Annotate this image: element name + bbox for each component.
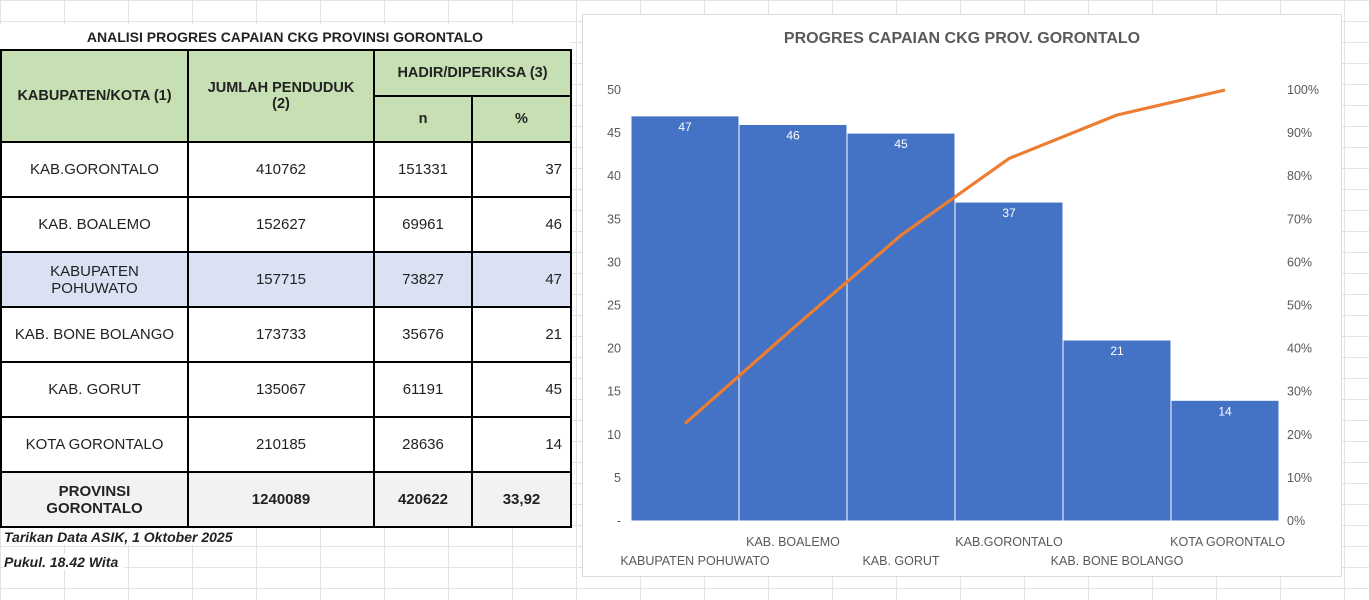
x-tick-label: KOTA GORONTALO bbox=[1170, 535, 1285, 549]
cell-n: 61191 bbox=[373, 361, 473, 418]
y2-tick-label: 40% bbox=[1287, 342, 1312, 356]
data-source-note: Tarikan Data ASIK, 1 Oktober 2025 bbox=[4, 529, 239, 545]
bar bbox=[846, 132, 956, 522]
bar-data-label: 47 bbox=[678, 120, 692, 134]
y2-tick-label: 0% bbox=[1287, 514, 1305, 528]
table-title: ANALISI PROGRES CAPAIAN CKG PROVINSI GOR… bbox=[0, 24, 570, 50]
pareto-chart: PROGRES CAPAIAN CKG PROV. GORONTALO 47 46… bbox=[582, 14, 1342, 577]
cell-population: 135067 bbox=[187, 361, 375, 418]
chart-svg: PROGRES CAPAIAN CKG PROV. GORONTALO 47 46… bbox=[607, 30, 1319, 568]
cell-n: 69961 bbox=[373, 196, 473, 253]
cell-pct: 46 bbox=[471, 196, 572, 253]
bar bbox=[954, 201, 1064, 522]
cell-population: 152627 bbox=[187, 196, 375, 253]
total-name: PROVINSI GORONTALO bbox=[0, 471, 189, 528]
y-tick-label: 45 bbox=[607, 126, 621, 140]
y-tick-label: 35 bbox=[607, 212, 621, 226]
y-tick-label: 5 bbox=[614, 471, 621, 485]
y-tick-label: 40 bbox=[607, 169, 621, 183]
cell-n: 35676 bbox=[373, 306, 473, 363]
table-row: KAB.GORONTALO 410762 151331 37 bbox=[0, 141, 572, 198]
y2-tick-label: 80% bbox=[1287, 169, 1312, 183]
cell-name: KAB.GORONTALO bbox=[0, 141, 189, 198]
cell-name: KOTA GORONTALO bbox=[0, 416, 189, 473]
progress-table: KABUPATEN/KOTA (1) JUMLAH PENDUDUK (2) H… bbox=[0, 49, 572, 528]
cell-n: 151331 bbox=[373, 141, 473, 198]
cell-pct: 45 bbox=[471, 361, 572, 418]
header-hadir: HADIR/DIPERIKSA (3) bbox=[373, 49, 572, 97]
total-population: 1240089 bbox=[187, 471, 375, 528]
x-tick-label: KAB. GORUT bbox=[862, 554, 939, 568]
x-tick-label: KABUPATEN POHUWATO bbox=[620, 554, 770, 568]
bar bbox=[1062, 339, 1172, 522]
bar bbox=[1170, 399, 1280, 522]
y-tick-label: - bbox=[617, 514, 621, 528]
cumulative-line bbox=[683, 88, 1226, 425]
y-tick-label: 20 bbox=[607, 342, 621, 356]
total-n: 420622 bbox=[373, 471, 473, 528]
header-kabupaten: KABUPATEN/KOTA (1) bbox=[0, 49, 189, 143]
bar-data-label: 46 bbox=[786, 128, 800, 142]
y-tick-label: 30 bbox=[607, 255, 621, 269]
table-row: KAB. BONE BOLANGO 173733 35676 21 bbox=[0, 306, 572, 363]
bar-data-label: 37 bbox=[1002, 206, 1016, 220]
y2-tick-label: 70% bbox=[1287, 212, 1312, 226]
cell-pct: 47 bbox=[471, 251, 572, 308]
x-tick-label: KAB. BONE BOLANGO bbox=[1051, 554, 1184, 568]
cell-name: KAB. BONE BOLANGO bbox=[0, 306, 189, 363]
header-jumlah-penduduk: JUMLAH PENDUDUK (2) bbox=[187, 49, 375, 143]
cell-name: KABUPATEN POHUWATO bbox=[0, 251, 189, 308]
cell-n: 73827 bbox=[373, 251, 473, 308]
y2-tick-label: 50% bbox=[1287, 299, 1312, 313]
cell-n: 28636 bbox=[373, 416, 473, 473]
bar bbox=[630, 115, 740, 522]
header-n: n bbox=[373, 95, 473, 143]
table-row: KAB. BOALEMO 152627 69961 46 bbox=[0, 196, 572, 253]
y2-tick-label: 20% bbox=[1287, 428, 1312, 442]
total-pct: 33,92 bbox=[471, 471, 572, 528]
bar bbox=[738, 123, 848, 522]
cell-pct: 37 bbox=[471, 141, 572, 198]
y-tick-label: 10 bbox=[607, 428, 621, 442]
y2-tick-label: 100% bbox=[1287, 83, 1319, 97]
cell-population: 210185 bbox=[187, 416, 375, 473]
y2-tick-label: 10% bbox=[1287, 471, 1312, 485]
cell-pct: 21 bbox=[471, 306, 572, 363]
y-tick-label: 15 bbox=[607, 385, 621, 399]
cell-pct: 14 bbox=[471, 416, 572, 473]
bar-data-label: 14 bbox=[1218, 404, 1232, 418]
header-pct: % bbox=[471, 95, 572, 143]
cell-name: KAB. GORUT bbox=[0, 361, 189, 418]
bar-data-label: 21 bbox=[1110, 344, 1124, 358]
y2-tick-label: 30% bbox=[1287, 385, 1312, 399]
y-tick-label: 25 bbox=[607, 299, 621, 313]
y2-tick-label: 90% bbox=[1287, 126, 1312, 140]
table-row: KOTA GORONTALO 210185 28636 14 bbox=[0, 416, 572, 473]
y-tick-label: 50 bbox=[607, 83, 621, 97]
bar-data-label: 45 bbox=[894, 137, 908, 151]
table-row: KABUPATEN POHUWATO 157715 73827 47 bbox=[0, 251, 572, 308]
cell-name: KAB. BOALEMO bbox=[0, 196, 189, 253]
cell-population: 157715 bbox=[187, 251, 375, 308]
chart-title: PROGRES CAPAIAN CKG PROV. GORONTALO bbox=[784, 30, 1140, 47]
table-row: KAB. GORUT 135067 61191 45 bbox=[0, 361, 572, 418]
cell-population: 173733 bbox=[187, 306, 375, 363]
y2-tick-label: 60% bbox=[1287, 255, 1312, 269]
x-tick-label: KAB.GORONTALO bbox=[955, 535, 1063, 549]
data-time-note: Pukul. 18.42 Wita bbox=[4, 554, 125, 570]
total-row: PROVINSI GORONTALO 1240089 420622 33,92 bbox=[0, 471, 572, 528]
x-tick-label: KAB. BOALEMO bbox=[746, 535, 840, 549]
cell-population: 410762 bbox=[187, 141, 375, 198]
